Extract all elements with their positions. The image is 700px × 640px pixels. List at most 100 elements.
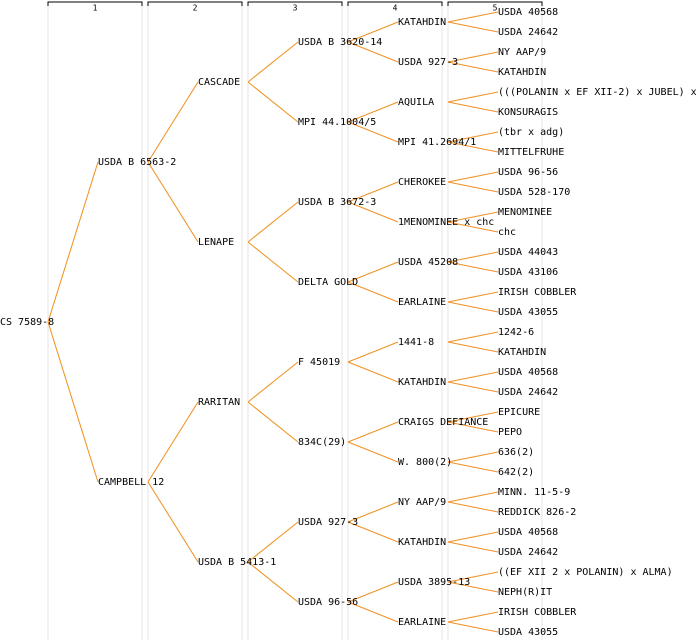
- node-label: USDA 3895-13: [398, 577, 470, 588]
- edge: [447, 451, 499, 463]
- edge: [447, 611, 499, 623]
- node-label: KATAHDIN: [498, 67, 546, 78]
- edge: [447, 341, 499, 353]
- node-label: LENAPE: [198, 237, 234, 248]
- edge: [347, 281, 399, 303]
- node-label: USDA 528-170: [498, 187, 570, 198]
- node-label: (((POLANIN x EF XII-2) x JUBEL) x: [498, 87, 697, 98]
- edge: [347, 361, 399, 383]
- edge: [347, 181, 399, 203]
- column-header: 2: [193, 4, 198, 13]
- column-header: 3: [293, 4, 298, 13]
- node-label: 636(2): [498, 447, 534, 458]
- node-label: 642(2): [498, 467, 534, 478]
- edge: [447, 91, 499, 103]
- node-label: USDA 43055: [498, 627, 558, 638]
- node-label: MINN. 11-5-9: [498, 487, 570, 498]
- edge: [447, 11, 499, 23]
- edge: [147, 161, 199, 243]
- node-label: USDA 96-56: [298, 597, 358, 608]
- edge: [247, 561, 299, 603]
- node-label: IRISH COBBLER: [498, 607, 577, 618]
- edge: [347, 41, 399, 63]
- edge: [447, 381, 499, 393]
- node-label: USDA 45208: [398, 257, 458, 268]
- edge: [447, 331, 499, 343]
- node-label: REDDICK 826-2: [498, 507, 576, 518]
- node-label: EPICURE: [498, 407, 540, 418]
- column-bracket: [47, 1, 143, 6]
- edge: [147, 401, 199, 483]
- node-label: USDA 96-56: [498, 167, 558, 178]
- column-bracket: [147, 1, 243, 6]
- edge: [447, 141, 499, 153]
- node-label: KATAHDIN: [398, 377, 446, 388]
- edge: [147, 481, 199, 563]
- node-label: DELTA GOLD: [298, 277, 358, 288]
- node-label: W. 800(2): [398, 457, 452, 468]
- node-label: NY AAP/9: [498, 47, 546, 58]
- edge: [447, 571, 499, 583]
- node-label: USDA B 6563-2: [98, 157, 176, 168]
- node-label: USDA 24642: [498, 387, 558, 398]
- edge: [447, 371, 499, 383]
- edge: [347, 101, 399, 123]
- edge: [247, 241, 299, 283]
- node-label: PEPO: [498, 427, 522, 438]
- node-label: CASCADE: [198, 77, 240, 88]
- node-label: 1MENOMINEE x chc: [398, 217, 494, 228]
- node-label: USDA 43055: [498, 307, 558, 318]
- node-label: ((EF XII 2 x POLANIN) x ALMA): [498, 567, 673, 578]
- edge: [447, 621, 499, 633]
- node-label: CS 7589-8: [0, 317, 54, 328]
- node-label: NY AAP/9: [398, 497, 446, 508]
- edge: [247, 41, 299, 83]
- node-label: USDA B 3672-3: [298, 197, 376, 208]
- node-label: (tbr x adg): [498, 127, 564, 138]
- node-label: AQUILA: [398, 97, 434, 108]
- edge: [447, 491, 499, 503]
- node-label: KATAHDIN: [398, 537, 446, 548]
- node-label: MPI 41.2694/1: [398, 137, 476, 148]
- edge: [47, 161, 99, 323]
- node-label: CAMPBELL 12: [98, 477, 164, 488]
- edge: [247, 361, 299, 403]
- node-label: IRISH COBBLER: [498, 287, 577, 298]
- edge: [347, 441, 399, 463]
- edge: [447, 251, 499, 263]
- edge: [447, 51, 499, 63]
- column-bracket: [347, 1, 443, 6]
- edge: [247, 201, 299, 243]
- node-label: USDA 43106: [498, 267, 558, 278]
- node-label: USDA 927-3: [398, 57, 458, 68]
- node-label: MENOMINEE: [498, 207, 552, 218]
- node-label: 1441-8: [398, 337, 434, 348]
- edge: [447, 461, 499, 473]
- node-label: MITTELFRUHE: [498, 147, 564, 158]
- edge: [447, 411, 499, 423]
- node-label: CRAIGS DEFIANCE: [398, 417, 488, 428]
- edge: [447, 131, 499, 143]
- edge: [447, 211, 499, 223]
- edge: [347, 121, 399, 143]
- node-label: MPI 44.1004/5: [298, 117, 376, 128]
- edge: [347, 601, 399, 623]
- edge: [347, 21, 399, 43]
- edge: [447, 261, 499, 273]
- edge: [447, 101, 499, 113]
- edge: [447, 21, 499, 33]
- edge: [347, 521, 399, 543]
- edge: [447, 181, 499, 193]
- edge: [447, 291, 499, 303]
- edge: [347, 581, 399, 603]
- node-label: USDA 40568: [498, 7, 558, 18]
- edge: [347, 421, 399, 443]
- edge: [447, 301, 499, 313]
- node-label: USDA B 5413-1: [198, 557, 276, 568]
- edge: [347, 261, 399, 283]
- edge: [447, 221, 499, 233]
- node-label: chc: [498, 227, 516, 238]
- node-label: CHEROKEE: [398, 177, 446, 188]
- edge: [447, 581, 499, 593]
